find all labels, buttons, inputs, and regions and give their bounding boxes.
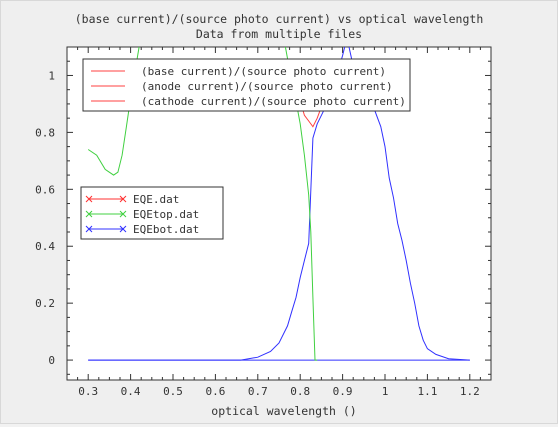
legend-marker: [85, 195, 93, 203]
legend-entry-label: (cathode current)/(source photo current): [141, 95, 406, 108]
x-tick-label: 1: [382, 385, 389, 398]
legend-box-1: [80, 186, 224, 240]
x-tick-label: 0.8: [290, 385, 310, 398]
legend-marker: [85, 225, 93, 233]
x-tick-label: 0.7: [248, 385, 268, 398]
y-tick-label: 0.8: [35, 126, 55, 139]
x-tick-label: 0.3: [78, 385, 98, 398]
x-tick-label: 0.9: [333, 385, 353, 398]
y-tick-label: 0.6: [35, 183, 55, 196]
legend-marker: [85, 210, 93, 218]
x-tick-label: 0.4: [121, 385, 141, 398]
legend-marker: [119, 225, 127, 233]
y-tick-label: 0.4: [35, 240, 55, 253]
legend-entry-label: EQEbot.dat: [133, 223, 199, 236]
x-tick-label: 1.1: [417, 385, 437, 398]
legend-entry-label: EQE.dat: [133, 193, 179, 206]
y-tick-label: 0.2: [35, 297, 55, 310]
x-tick-label: 0.5: [163, 385, 183, 398]
x-tick-label: 1.2: [460, 385, 480, 398]
y-tick-label: 1: [48, 69, 55, 82]
legend-entry-label: EQEtop.dat: [133, 208, 199, 221]
y-tick-label: 0: [48, 354, 55, 367]
x-axis-label: optical wavelength (): [211, 404, 356, 418]
x-tick-label: 0.6: [205, 385, 225, 398]
legend-entry-label: (base current)/(source photo current): [141, 65, 386, 78]
legend-entry-label: (anode current)/(source photo current): [141, 80, 393, 93]
chart-subtitle: Data from multiple files: [196, 27, 362, 41]
legend-marker: [119, 210, 127, 218]
legend-marker: [119, 195, 127, 203]
legend-box-0: [82, 58, 411, 112]
chart-title: (base current)/(source photo current) vs…: [75, 12, 484, 26]
